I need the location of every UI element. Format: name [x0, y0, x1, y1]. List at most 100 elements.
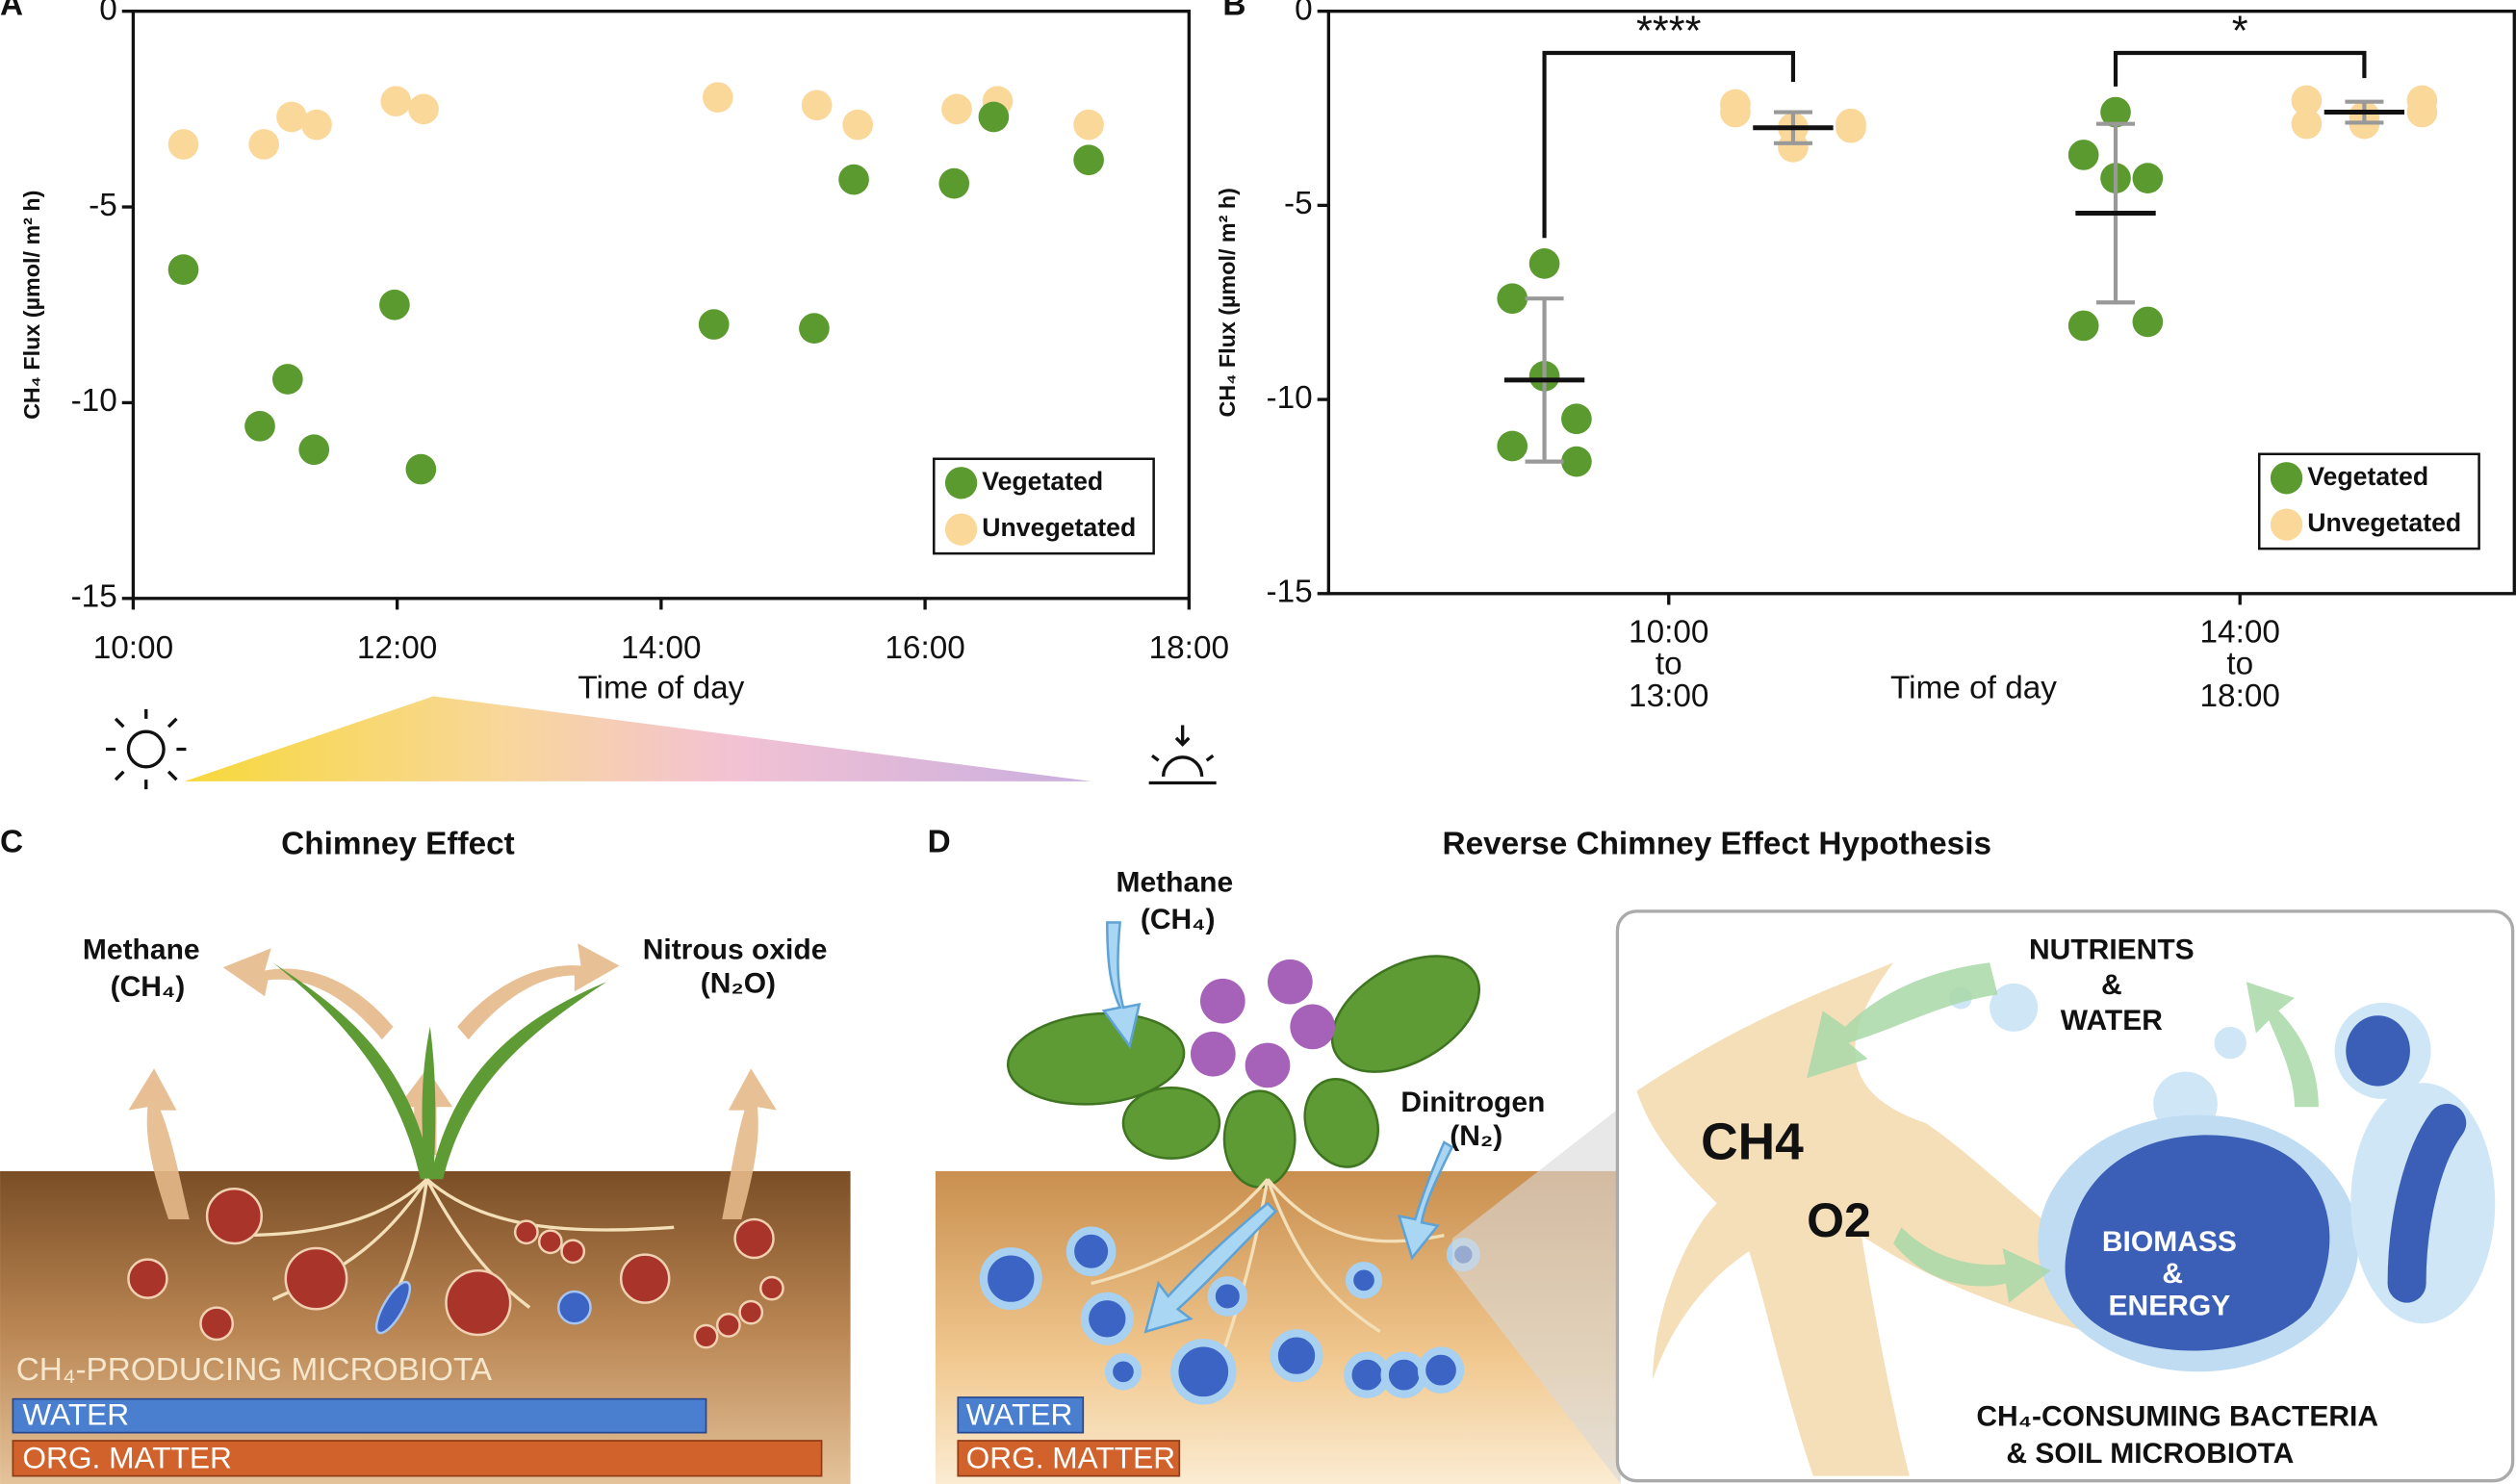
point	[167, 254, 199, 285]
legend-label: Unvegetated	[2307, 508, 2461, 537]
x-tick-label: 14:00	[2200, 614, 2280, 650]
point	[2291, 108, 2323, 140]
point	[838, 164, 869, 195]
y-tick-label: 0	[1295, 0, 1313, 27]
y-tick-label: -10	[1267, 380, 1313, 416]
x-tick-label: to	[2226, 647, 2253, 682]
sunset-icon	[1148, 725, 1217, 785]
point	[2100, 96, 2131, 128]
point	[408, 93, 439, 125]
point	[405, 453, 437, 485]
point	[248, 129, 279, 160]
nitrous-label: Nitrous oxide	[643, 934, 828, 965]
gas-arrows	[1101, 921, 1454, 1334]
x-tick-label: 13:00	[1629, 678, 1708, 714]
microbes	[374, 1280, 592, 1335]
y-tick-label: -15	[1267, 575, 1313, 610]
point	[379, 289, 410, 320]
legend-swatch	[944, 467, 978, 499]
point	[702, 82, 733, 113]
methane-label: (CH₄)	[1141, 904, 1216, 935]
legend-swatch	[2270, 462, 2303, 495]
point	[978, 101, 1010, 133]
point	[1720, 89, 1751, 120]
diagram-title: Chimney Effect	[281, 826, 515, 861]
flow-arrows	[1807, 962, 2319, 1303]
point	[2067, 140, 2099, 170]
point	[1073, 144, 1104, 176]
point	[1073, 109, 1104, 141]
bacteria	[2038, 1015, 2496, 1372]
point	[2067, 310, 2099, 342]
x-tick-label: 18:00	[1149, 630, 1229, 666]
dinitrogen-label: (N₂)	[1450, 1120, 1502, 1152]
legend-swatch	[2270, 508, 2303, 541]
x-tick-label: 10:00	[1629, 614, 1708, 650]
water-bar	[12, 1397, 707, 1434]
plot-frame	[1326, 10, 2516, 596]
water-label: WATER	[966, 1396, 1073, 1431]
roots	[1091, 1178, 1445, 1365]
point	[298, 434, 330, 466]
org-bar	[12, 1440, 823, 1477]
org-bar	[957, 1440, 1181, 1477]
legend-label: Vegetated	[2307, 462, 2428, 491]
methane-label: Methane	[83, 934, 200, 965]
point	[941, 93, 972, 125]
x-tick-label: 10:00	[93, 630, 173, 666]
methane-label: Methane	[1116, 866, 1233, 898]
point	[698, 309, 730, 340]
point	[380, 86, 412, 117]
point	[1497, 283, 1528, 315]
point	[2132, 163, 2164, 193]
y-axis-label: CH₄ Flux (µmol/ m² h)	[1215, 188, 1240, 417]
point	[167, 129, 199, 160]
zoom-wedge	[1451, 1107, 1621, 1484]
ch4-label: CH4	[1701, 1113, 1804, 1170]
point	[1561, 403, 1592, 435]
flowers	[1190, 959, 1336, 1088]
panel-label: A	[0, 0, 23, 22]
panel-label: C	[0, 825, 23, 860]
water-label: WATER	[22, 1396, 129, 1431]
significance-bracket	[1542, 50, 1796, 239]
org-label: ORG. MATTER	[966, 1440, 1175, 1474]
x-axis-label: Time of day	[1890, 671, 2057, 706]
point	[2291, 85, 2323, 116]
point	[301, 109, 332, 141]
point	[276, 101, 307, 133]
significance-bracket	[2113, 50, 2367, 87]
point	[842, 109, 874, 141]
nutrients-label: &	[2101, 969, 2122, 1001]
water-bar	[957, 1396, 1085, 1434]
point	[1561, 446, 1592, 477]
legend-swatch	[944, 513, 978, 546]
daylight-gradient	[184, 696, 1091, 781]
plant	[272, 962, 607, 1180]
diagram-title: Reverse Chimney Effect Hypothesis	[1443, 826, 1991, 861]
point	[1497, 430, 1528, 462]
x-tick-label: 16:00	[885, 630, 964, 666]
x-axis-label: Time of day	[578, 671, 744, 706]
significance-label: *	[2232, 8, 2248, 54]
biomass-label: BIOMASS	[2102, 1226, 2237, 1258]
y-tick-label: -10	[71, 383, 117, 419]
sun-icon	[106, 708, 187, 790]
nutrients-label: WATER	[2061, 1005, 2163, 1036]
root-detail	[1636, 962, 2102, 1476]
biomass-label: ENERGY	[2109, 1291, 2231, 1322]
panel-label: B	[1222, 0, 1245, 22]
y-tick-label: 0	[99, 0, 117, 27]
biomass-label: &	[2162, 1258, 2183, 1290]
point	[1528, 248, 1560, 279]
legend-label: Unvegetated	[982, 513, 1136, 542]
y-tick-label: -15	[71, 579, 117, 615]
y-tick-label: -5	[89, 188, 117, 223]
y-tick-label: -5	[1284, 186, 1313, 221]
point	[2406, 96, 2438, 128]
x-tick-label: 18:00	[2200, 678, 2280, 714]
dinitrogen-label: Dinitrogen	[1400, 1087, 1545, 1118]
point	[244, 410, 275, 442]
plant	[1006, 955, 1481, 1189]
